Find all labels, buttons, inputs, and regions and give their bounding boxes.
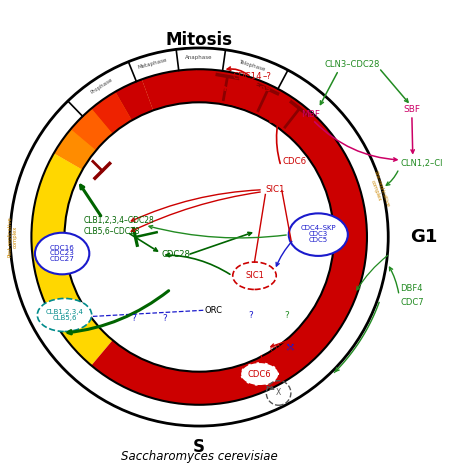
Text: SIC1: SIC1: [265, 185, 285, 194]
Text: Anaphase: Anaphase: [185, 55, 213, 60]
Text: CLB1,2,3,4: CLB1,2,3,4: [46, 309, 83, 315]
Text: ?: ?: [249, 311, 254, 320]
Text: CDC5: CDC5: [309, 237, 328, 243]
Text: Pre-replicative
complex: Pre-replicative complex: [367, 170, 391, 210]
Text: CLN3–CDC28: CLN3–CDC28: [324, 60, 380, 69]
Text: DBF4: DBF4: [400, 284, 422, 293]
Text: Telophase: Telophase: [238, 59, 265, 72]
Wedge shape: [71, 109, 113, 150]
Wedge shape: [31, 153, 113, 365]
Ellipse shape: [35, 233, 89, 274]
Text: CLB5,6: CLB5,6: [52, 315, 77, 321]
Text: S: S: [193, 438, 205, 456]
Ellipse shape: [289, 213, 348, 256]
Text: G1: G1: [410, 228, 438, 246]
Text: ORC: ORC: [204, 306, 222, 315]
Text: CDC27: CDC27: [50, 256, 74, 262]
Ellipse shape: [240, 362, 279, 386]
Wedge shape: [142, 69, 367, 237]
Text: CLN1,2–Cl: CLN1,2–Cl: [400, 159, 443, 168]
Wedge shape: [54, 79, 153, 170]
Text: CDC4–SKP: CDC4–SKP: [301, 226, 336, 231]
Text: CDC7: CDC7: [400, 298, 424, 307]
Text: Metaphase: Metaphase: [137, 57, 168, 70]
Wedge shape: [115, 79, 153, 120]
Text: MBF: MBF: [301, 109, 320, 118]
Text: Saccharomyces cerevisiae: Saccharomyces cerevisiae: [121, 450, 278, 463]
Wedge shape: [91, 91, 132, 134]
Text: Mitosis: Mitosis: [166, 31, 233, 49]
Text: –?: –?: [263, 72, 272, 81]
Text: SBF: SBF: [403, 105, 420, 114]
Text: ?: ?: [132, 314, 137, 323]
Text: Post-replicative
complex: Post-replicative complex: [7, 217, 18, 257]
Wedge shape: [91, 237, 367, 405]
Text: Mcm proteins: Mcm proteins: [204, 83, 271, 92]
Text: SIC1: SIC1: [245, 271, 264, 280]
Ellipse shape: [233, 262, 276, 290]
Text: CDC14: CDC14: [232, 72, 262, 81]
Text: ?: ?: [163, 314, 167, 323]
Text: CDC3: CDC3: [309, 231, 328, 237]
Text: CDC28: CDC28: [161, 250, 190, 259]
Text: CDC23: CDC23: [50, 250, 74, 256]
Text: CDC16: CDC16: [50, 245, 74, 251]
Text: ?: ?: [284, 311, 289, 320]
Text: CLB1,2,3,4–CDC28: CLB1,2,3,4–CDC28: [83, 216, 154, 225]
Wedge shape: [54, 129, 96, 170]
Text: CDC6: CDC6: [248, 370, 272, 379]
Text: CDC6: CDC6: [269, 345, 293, 354]
Text: X: X: [276, 389, 281, 398]
Text: CLB5,6–CDC28: CLB5,6–CDC28: [83, 227, 140, 236]
Ellipse shape: [37, 299, 91, 331]
Text: CDC6: CDC6: [283, 157, 307, 166]
Text: Prophase: Prophase: [90, 77, 113, 95]
